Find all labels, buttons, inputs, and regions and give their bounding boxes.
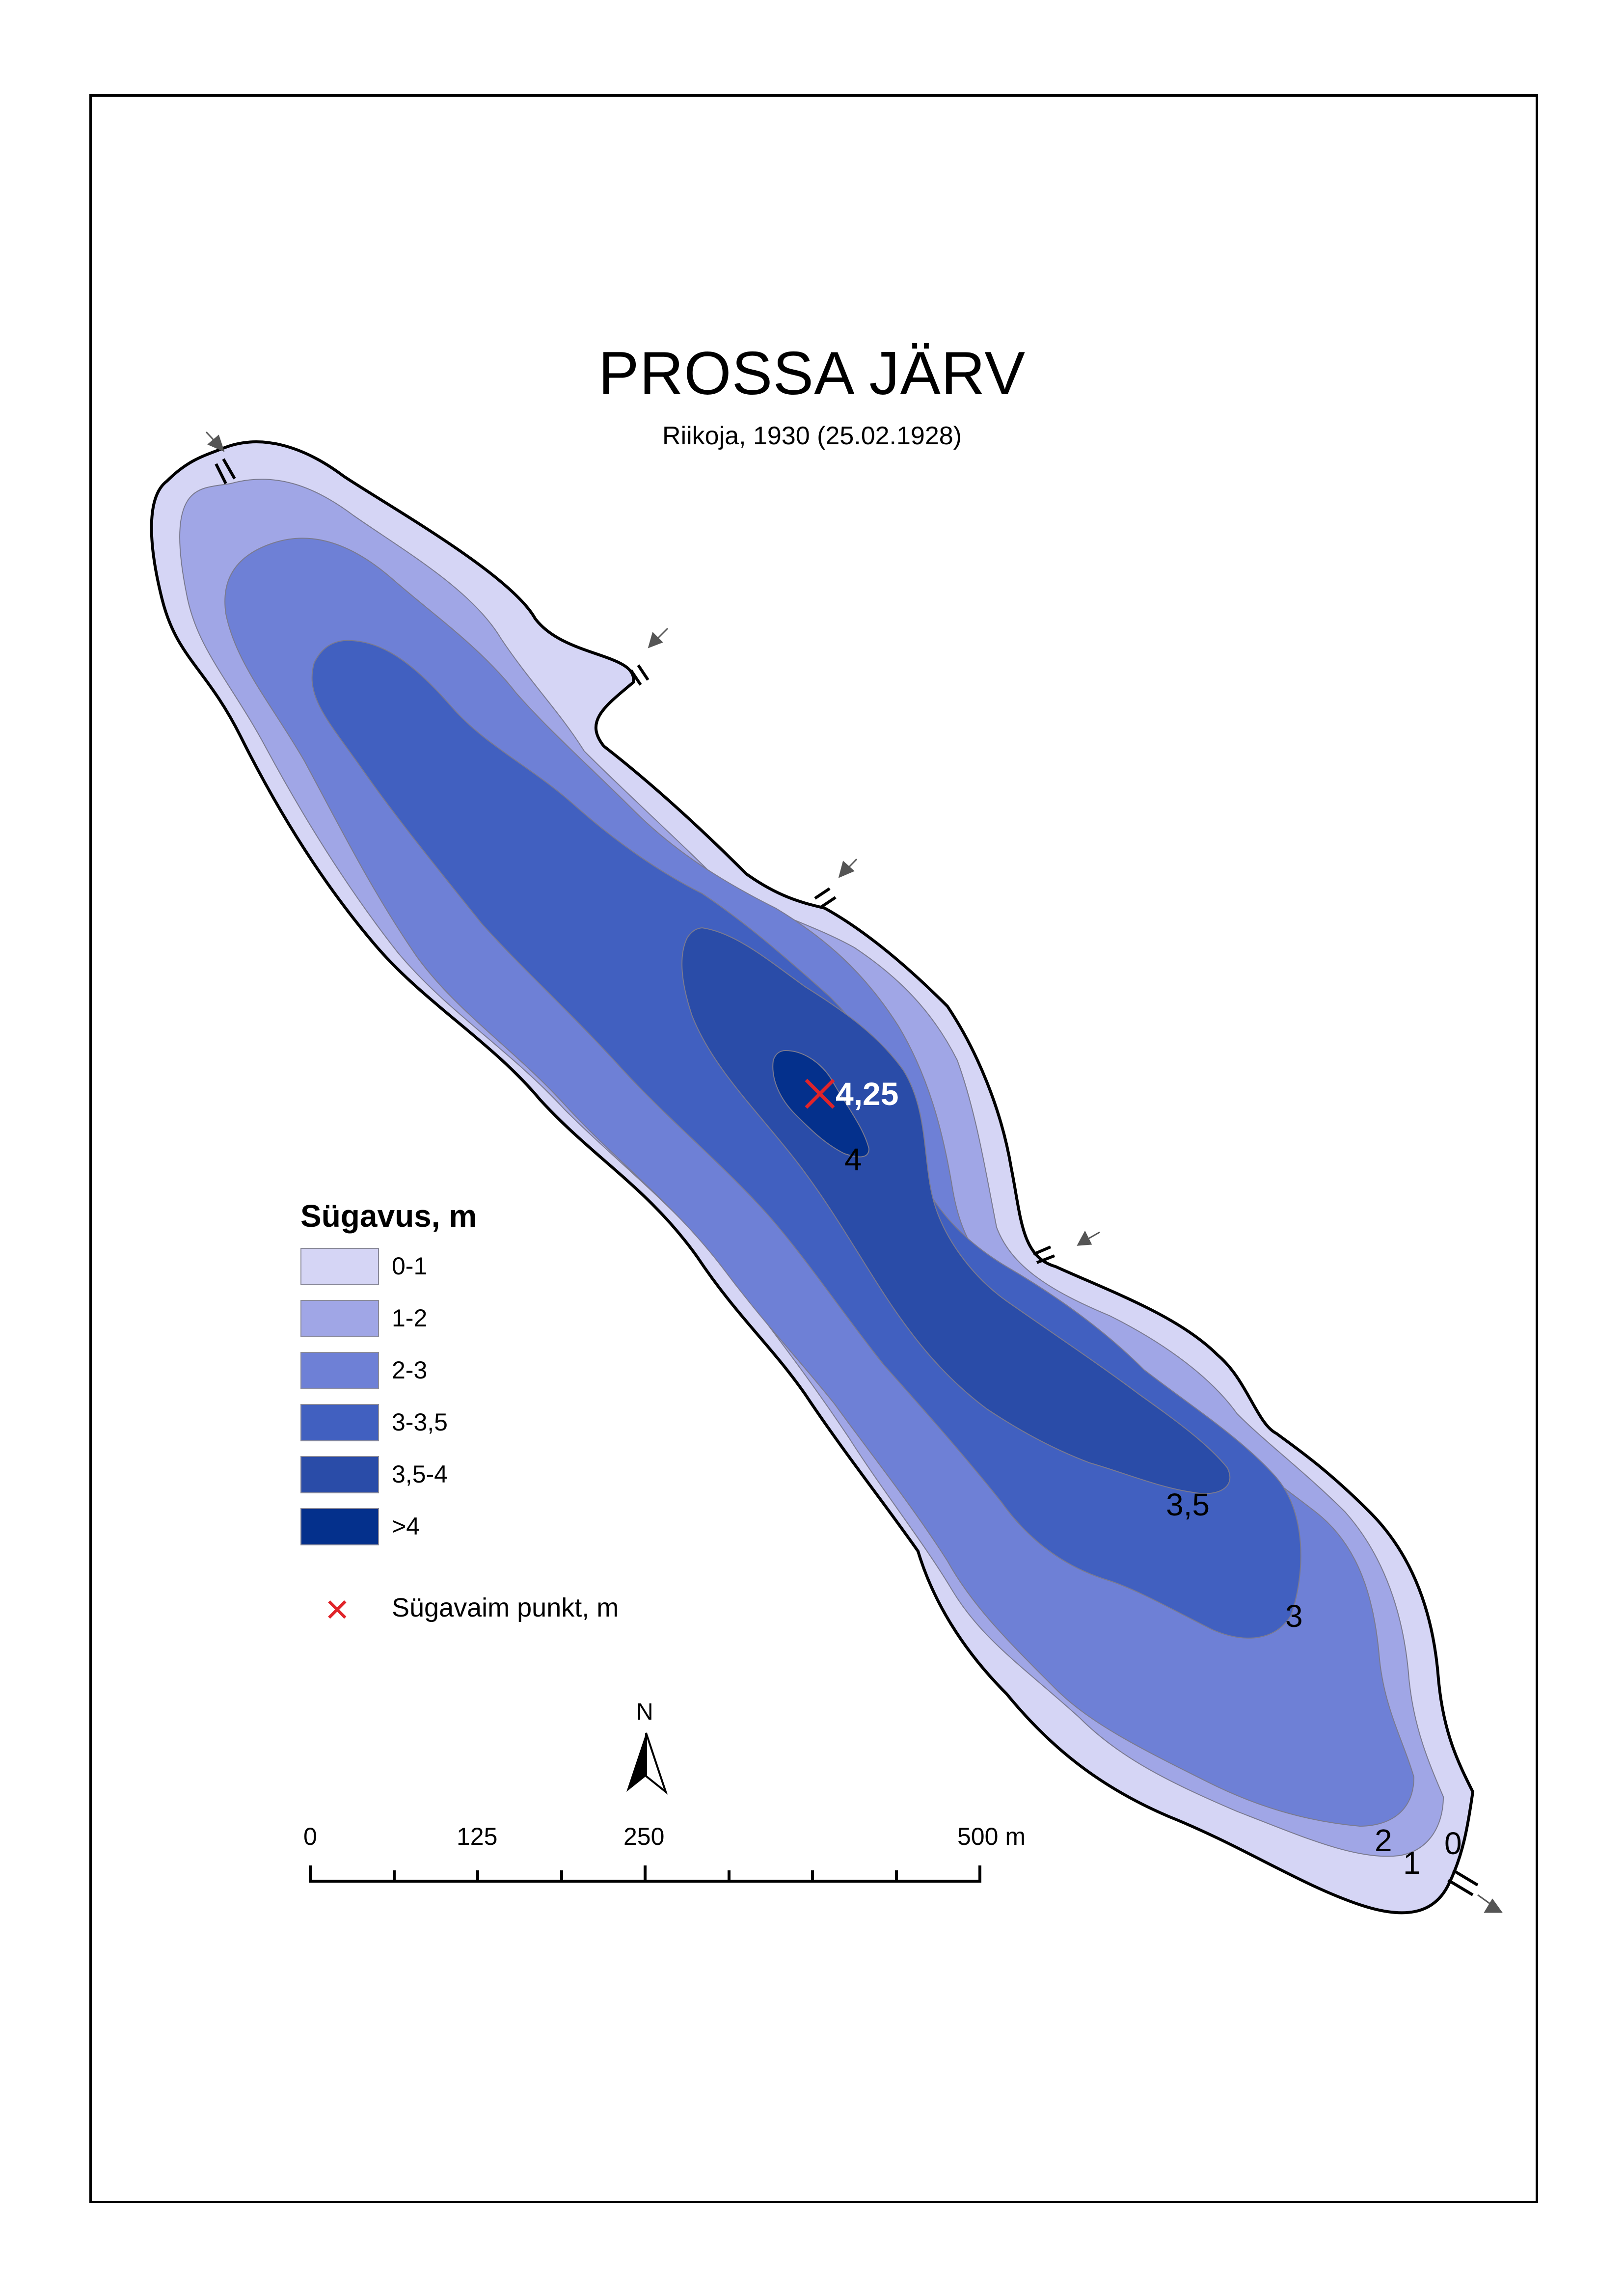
north-arrow-icon [626,1732,668,1795]
stream-inflow-3 [814,887,837,909]
legend-swatch [300,1456,379,1493]
depth-zone-gt-4 [772,1050,870,1158]
shoreline [150,440,1475,1915]
scale-label-250: 250 [623,1823,665,1850]
contour-label-1: 1 [1403,1845,1421,1881]
stream-inflow-2 [629,664,650,686]
legend-label: 2-3 [392,1356,428,1384]
legend-label: 3,5-4 [392,1460,448,1488]
legend-label: 3-3,5 [392,1408,448,1436]
map-title: PROSSA JÄRV [598,340,1026,407]
legend-swatch [300,1508,379,1545]
contour-label-2: 2 [1375,1823,1392,1858]
contour-label-3: 3 [1285,1598,1303,1634]
legend-label: 1-2 [392,1304,428,1332]
contour-label-0: 0 [1444,1826,1462,1861]
map-frame [89,94,1538,2203]
legend-title: Sügavus, m [300,1198,477,1234]
scale-label-0: 0 [303,1823,317,1850]
scale-label-500: 500 m [957,1823,1026,1850]
contour-label-3-5: 3,5 [1166,1487,1210,1522]
deepest-point-value: 4,25 [836,1076,899,1112]
scale-bar [309,1865,981,1883]
legend-swatch [300,1300,379,1337]
contour-label-4: 4 [844,1142,862,1177]
legend-deepest-point-label: Sügavaim punkt, m [392,1593,619,1622]
deepest-point-marker [805,1079,835,1109]
legend-label: 0-1 [392,1252,428,1280]
legend-swatch [300,1352,379,1389]
legend-swatch [300,1248,379,1285]
legend-label: >4 [392,1512,420,1540]
flow-arrow [205,431,1503,1913]
stream-inflow-4 [1032,1245,1056,1264]
stream-outflow-se [1447,1869,1479,1896]
legend-deepest-point-icon: ✕ [324,1593,351,1628]
north-arrow-label: N [636,1699,653,1725]
legend-swatch [300,1404,379,1441]
scale-label-125: 125 [457,1823,498,1850]
stream-inflow-nw [215,458,236,485]
map-subtitle: Riikoja, 1930 (25.02.1928) [662,422,962,450]
